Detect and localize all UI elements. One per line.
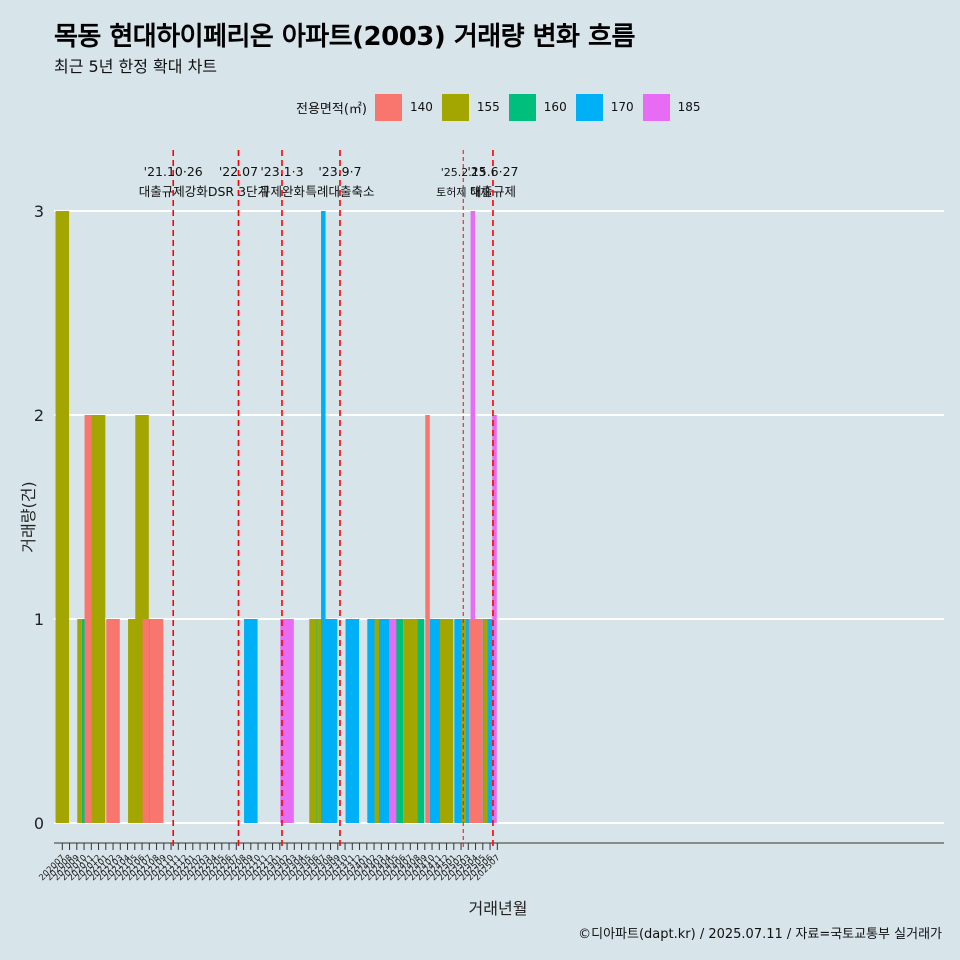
legend-item-170: 170	[575, 93, 634, 121]
event-desc-label: DSR 3단계	[208, 184, 269, 199]
legend-item-160: 160	[508, 93, 567, 121]
y-tick-label: 0	[34, 814, 44, 833]
bar-202307-155	[316, 619, 322, 823]
legend-item-185: 185	[642, 93, 701, 121]
bar-202406-160	[396, 619, 404, 823]
event-date-label: '25.2.13	[441, 166, 486, 179]
event-date-label: '25.6·27	[467, 164, 518, 179]
y-tick-label: 1	[34, 610, 44, 629]
legend-swatch	[441, 93, 469, 121]
event-desc-label: 대출규제	[470, 184, 516, 199]
bar-202410-140	[425, 415, 430, 823]
event-desc-label: 대출규제강화	[139, 184, 209, 199]
bar-202408-155	[410, 619, 418, 823]
bar-202010-155	[77, 619, 82, 823]
bar-202007-155	[55, 211, 70, 823]
bar-202408-160	[417, 619, 425, 823]
legend-label: 170	[610, 100, 634, 114]
bar-202302-185	[280, 619, 294, 823]
event-date-label: '22.07	[219, 164, 258, 179]
legend-title: 전용면적(㎡)	[296, 101, 367, 117]
legend-label: 160	[543, 100, 567, 114]
x-axis-label: 거래년월	[469, 899, 528, 918]
legend-swatch	[575, 93, 603, 121]
legend: 전용면적(㎡) 140 155 160 170 185	[296, 93, 710, 121]
bar-202403-170	[379, 619, 384, 823]
source-caption: ©디아파트(dapt.kr) / 2025.07.11 / 자료=국토교통부 실…	[578, 927, 942, 942]
legend-label: 185	[677, 100, 701, 114]
bar-202505-140	[476, 619, 483, 823]
bar-202503-155	[461, 619, 467, 823]
event-desc-label: 토허제 해제	[436, 185, 490, 199]
bar-202308-170	[323, 619, 338, 823]
chart-title: 목동 현대하이페리온 아파트(2003) 거래량 변화 흐름	[54, 22, 635, 52]
bar-202010-160	[81, 619, 87, 823]
y-axis-label: 거래량(건)	[19, 481, 38, 552]
legend-swatch	[642, 93, 670, 121]
bar-202506-185	[492, 415, 497, 823]
legend-swatch	[508, 93, 536, 121]
bar-202506-170	[487, 619, 493, 823]
bar-202410-170	[429, 619, 435, 823]
bar-202503-170	[466, 619, 471, 823]
chart-subtitle: 최근 5년 한정 확대 차트	[54, 57, 218, 76]
bar-202403-155	[374, 619, 380, 823]
bar-202412-155	[439, 619, 454, 823]
legend-swatch	[374, 93, 402, 121]
bar-202102-140	[106, 619, 120, 823]
bar-202012-155	[91, 415, 106, 823]
legend-label: 140	[409, 100, 433, 114]
event-date-label: '23.1·3	[260, 164, 303, 179]
y-tick-label: 2	[34, 406, 44, 425]
event-date-label: '21.10·26	[144, 164, 203, 179]
event-desc-label: 규제완화	[259, 184, 306, 199]
bar-202311-170	[345, 619, 360, 823]
bar-202506-155	[483, 619, 488, 823]
event-date-label: '23.9·7	[318, 164, 361, 179]
legend-label: 155	[476, 100, 500, 114]
bar-202503-185	[470, 211, 476, 823]
bar-202209-170	[244, 619, 258, 823]
legend-item-155: 155	[441, 93, 500, 121]
bar-202107-140	[142, 619, 150, 823]
y-tick-label: 3	[34, 202, 44, 221]
bar-202307-170	[321, 211, 326, 823]
bar-202306-155	[309, 619, 317, 823]
legend-item-140: 140	[374, 93, 433, 121]
event-desc-label: 특례대출축소	[305, 184, 374, 199]
bar-202108-140	[149, 619, 164, 823]
